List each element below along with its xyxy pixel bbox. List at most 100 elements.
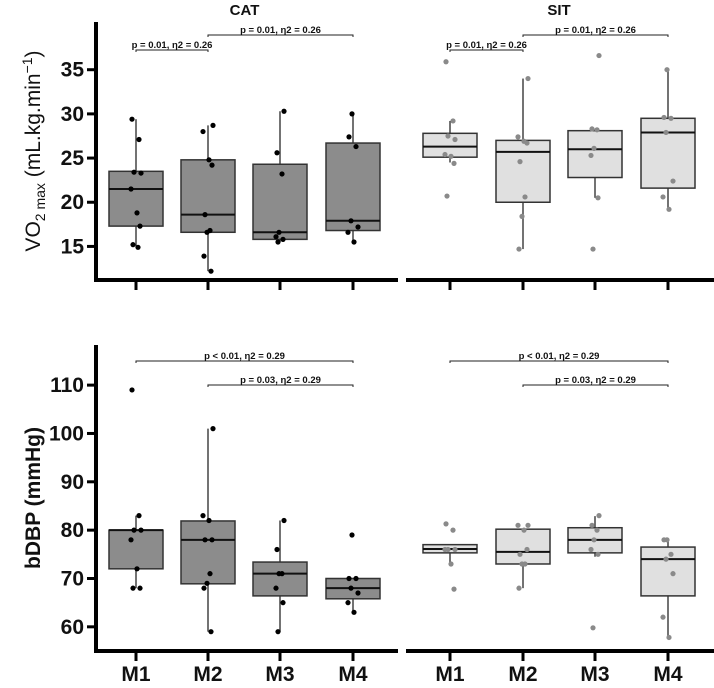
- box-M4: [325, 111, 381, 245]
- data-point: [596, 513, 602, 519]
- data-point: [353, 143, 359, 150]
- significance-bar: [207, 34, 354, 37]
- y-tick-label: 60: [61, 616, 84, 639]
- significance-label: p = 0.01, η2 = 0.26: [132, 40, 213, 51]
- data-point: [136, 513, 142, 519]
- data-point: [517, 159, 523, 165]
- data-point: [200, 128, 206, 135]
- data-point: [450, 527, 456, 533]
- significance-annotation: p = 0.01, η2 = 0.26: [132, 40, 213, 52]
- data-point: [444, 193, 450, 199]
- box-iqr: [640, 117, 696, 189]
- data-point: [515, 134, 521, 140]
- data-point: [351, 609, 357, 615]
- box-M1: [108, 387, 164, 591]
- data-point: [666, 634, 672, 641]
- data-point: [280, 600, 286, 606]
- data-point: [275, 629, 281, 635]
- data-point: [663, 556, 669, 562]
- significance-label: p < 0.01, η2 = 0.29: [204, 351, 285, 362]
- data-point: [201, 253, 207, 259]
- data-point: [521, 527, 527, 533]
- box-M3: [252, 108, 308, 245]
- y-tick-label: 35: [61, 59, 85, 82]
- data-point: [668, 115, 674, 121]
- data-point: [208, 629, 214, 635]
- box-M2: [495, 522, 551, 591]
- x-tick-label: M1: [435, 663, 464, 683]
- data-point: [210, 426, 216, 432]
- data-point: [443, 59, 449, 65]
- data-point: [443, 521, 449, 527]
- data-point: [276, 571, 282, 577]
- y-axis-label: VO2 max (mL.kg.min−1): [19, 50, 48, 251]
- data-point: [664, 67, 670, 73]
- significance-bar: [135, 49, 209, 52]
- data-point: [281, 108, 287, 114]
- data-point: [663, 129, 669, 136]
- x-tick-label: M4: [653, 663, 682, 683]
- data-point: [206, 157, 212, 163]
- box-M4: [640, 537, 696, 641]
- box-iqr: [108, 170, 164, 227]
- data-point: [595, 551, 601, 557]
- panel-sit: SIT p = 0.01, η2 = 0.26 p = 0.01, η2 = 0.2…: [406, 2, 714, 290]
- box-M4: [325, 532, 381, 615]
- y-tick-label: 20: [61, 191, 84, 214]
- data-point: [590, 246, 596, 252]
- box-M3: [252, 517, 308, 635]
- y-axis-label-main: bDBP (mmHg): [22, 427, 45, 569]
- y-tick-label: 110: [50, 374, 84, 397]
- data-point: [131, 527, 137, 533]
- significance-annotation: p = 0.01, η2 = 0.26: [446, 40, 527, 52]
- y-tick-label: 70: [61, 567, 84, 590]
- y-axis-label-sub: 2 max: [32, 183, 48, 221]
- data-point: [206, 517, 212, 524]
- box-M1: [422, 521, 478, 592]
- data-point: [594, 527, 600, 533]
- significance-bar: [449, 360, 669, 363]
- data-point: [515, 522, 521, 528]
- chart-row-1: VO2 max (mL.kg.min−1) CAT 15 20 25 30 35 p = 0.…: [19, 2, 714, 290]
- y-axis-label: bDBP (mmHg): [22, 427, 45, 569]
- y-axis-label-rest: (mL.kg.min: [22, 73, 45, 183]
- data-point: [134, 210, 140, 216]
- box-M2: [495, 75, 551, 252]
- data-point: [660, 614, 666, 620]
- significance-annotation: p = 0.01, η2 = 0.26: [522, 25, 669, 37]
- significance-annotation: p < 0.01, η2 = 0.29: [135, 351, 354, 363]
- data-point: [137, 585, 143, 591]
- data-point: [588, 546, 594, 553]
- data-point: [516, 585, 522, 591]
- data-point: [202, 537, 208, 543]
- data-point: [209, 162, 215, 168]
- y-tick-label: 90: [61, 471, 84, 494]
- x-tick-label: M3: [580, 663, 609, 683]
- data-point: [353, 575, 359, 582]
- data-point: [595, 195, 601, 201]
- box-iqr: [567, 129, 623, 179]
- data-point: [138, 170, 144, 176]
- y-axis-label-close: ): [22, 50, 45, 57]
- box-iqr: [640, 546, 696, 597]
- box-M3: [567, 513, 623, 631]
- data-point: [348, 585, 354, 591]
- data-point: [442, 151, 448, 158]
- data-point: [129, 387, 135, 393]
- significance-label: p = 0.01, η2 = 0.26: [555, 25, 636, 36]
- data-point: [522, 194, 528, 200]
- data-point: [273, 234, 279, 240]
- significance-label: p = 0.03, η2 = 0.29: [240, 375, 321, 386]
- data-point: [660, 194, 666, 200]
- y-tick-label: 25: [61, 147, 85, 170]
- data-point: [345, 229, 351, 235]
- data-point: [525, 75, 531, 82]
- box-M3: [567, 52, 623, 252]
- data-point: [355, 590, 361, 596]
- data-point: [128, 537, 134, 543]
- data-point: [450, 118, 456, 124]
- data-point: [204, 229, 210, 235]
- data-point: [589, 126, 595, 132]
- significance-bar: [135, 360, 354, 363]
